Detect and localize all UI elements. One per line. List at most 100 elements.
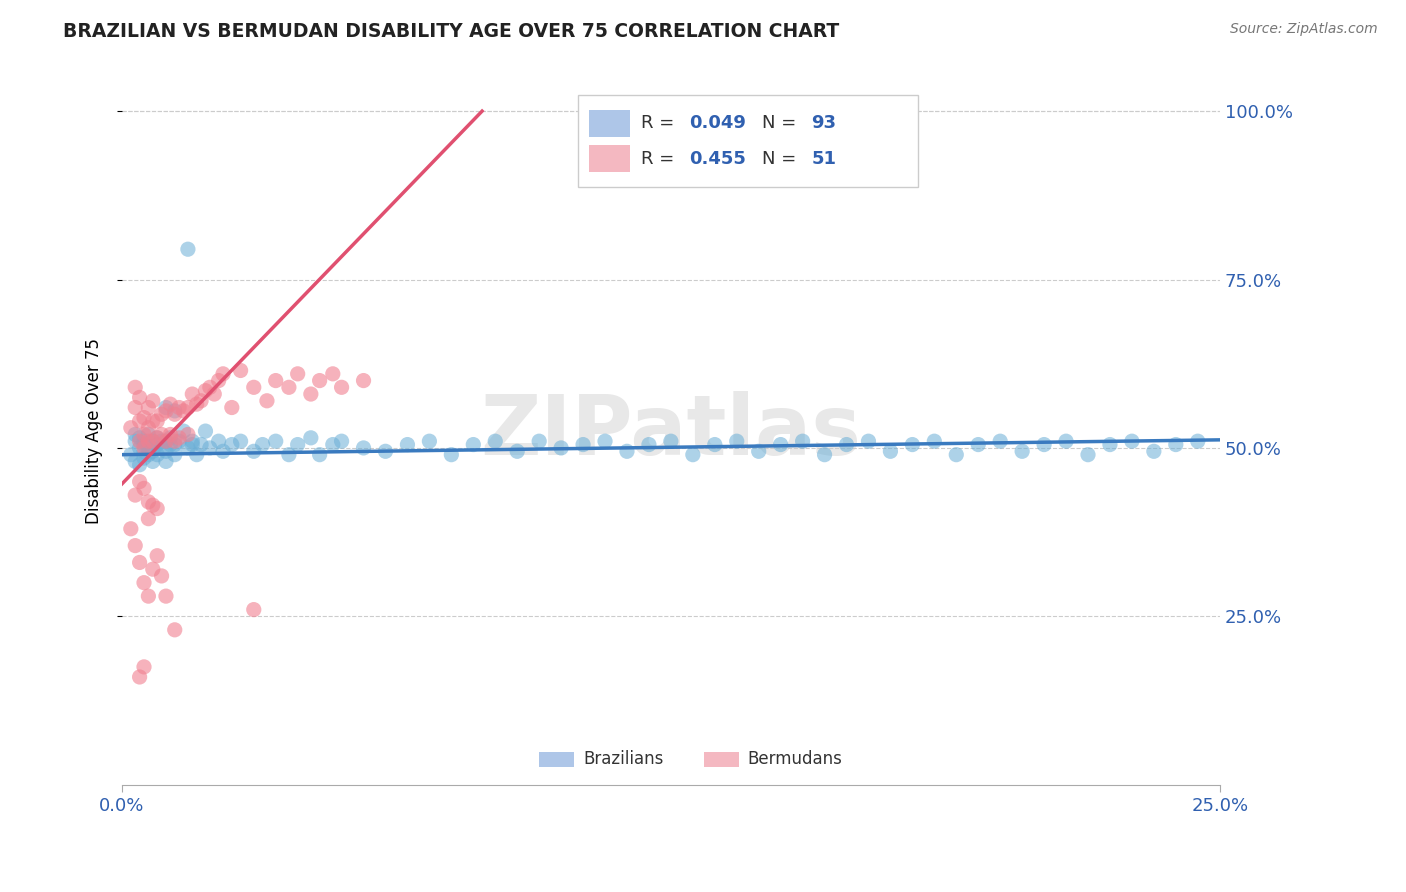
Point: [177, 401, 200, 415]
Point: [190, 437, 212, 451]
Point: [128, 556, 150, 570]
Point: [1077, 448, 1099, 462]
Point: [124, 434, 146, 449]
Point: [163, 404, 186, 418]
Point: [155, 589, 177, 603]
FancyBboxPatch shape: [589, 145, 630, 172]
Point: [792, 434, 814, 449]
Point: [1121, 434, 1143, 449]
Point: [221, 401, 243, 415]
Point: [256, 393, 278, 408]
Point: [1143, 444, 1166, 458]
Point: [138, 589, 160, 603]
Point: [150, 407, 173, 421]
Point: [155, 434, 177, 449]
Point: [277, 380, 299, 394]
Point: [484, 434, 506, 449]
Point: [181, 437, 204, 451]
Text: Bermudans: Bermudans: [748, 750, 842, 768]
Point: [198, 441, 221, 455]
Point: [287, 437, 309, 451]
Point: [748, 444, 770, 458]
Point: [616, 444, 638, 458]
Text: 51: 51: [811, 150, 837, 168]
Point: [506, 444, 529, 458]
Point: [967, 437, 990, 451]
Point: [418, 434, 440, 449]
Point: [150, 441, 173, 455]
Point: [440, 448, 463, 462]
Point: [163, 407, 186, 421]
Point: [181, 387, 204, 401]
FancyBboxPatch shape: [589, 110, 630, 136]
Point: [725, 434, 748, 449]
Point: [150, 569, 173, 583]
Point: [138, 511, 160, 525]
Point: [202, 387, 225, 401]
FancyBboxPatch shape: [704, 752, 740, 767]
Point: [769, 437, 792, 451]
Point: [322, 437, 344, 451]
Text: R =: R =: [641, 114, 681, 132]
Point: [593, 434, 616, 449]
Point: [374, 444, 396, 458]
Point: [150, 434, 173, 449]
Point: [155, 434, 177, 449]
Point: [813, 448, 835, 462]
Point: [146, 431, 169, 445]
Point: [128, 431, 150, 445]
Point: [330, 380, 353, 394]
Point: [1011, 444, 1033, 458]
Point: [190, 393, 212, 408]
Point: [124, 454, 146, 468]
Point: [194, 384, 217, 398]
Point: [173, 404, 195, 418]
Point: [159, 437, 181, 451]
Point: [146, 501, 169, 516]
Point: [1098, 437, 1121, 451]
Point: [308, 374, 330, 388]
Text: Source: ZipAtlas.com: Source: ZipAtlas.com: [1230, 22, 1378, 37]
Point: [194, 424, 217, 438]
Point: [901, 437, 924, 451]
Point: [353, 374, 375, 388]
Point: [287, 367, 309, 381]
Point: [155, 404, 177, 418]
Point: [124, 380, 146, 394]
Text: BRAZILIAN VS BERMUDAN DISABILITY AGE OVER 75 CORRELATION CHART: BRAZILIAN VS BERMUDAN DISABILITY AGE OVE…: [63, 22, 839, 41]
Text: R =: R =: [641, 150, 681, 168]
Point: [208, 434, 231, 449]
Point: [146, 437, 169, 451]
Point: [128, 670, 150, 684]
FancyBboxPatch shape: [538, 752, 574, 767]
Point: [163, 434, 186, 449]
Point: [879, 444, 901, 458]
Point: [132, 410, 155, 425]
Point: [988, 434, 1011, 449]
Text: 93: 93: [811, 114, 837, 132]
Point: [142, 414, 165, 428]
Point: [242, 444, 264, 458]
Point: [703, 437, 725, 451]
Point: [264, 374, 287, 388]
Text: 0.455: 0.455: [689, 150, 747, 168]
Point: [142, 454, 165, 468]
Text: N =: N =: [762, 114, 801, 132]
Point: [138, 495, 160, 509]
Point: [155, 454, 177, 468]
Point: [124, 401, 146, 415]
Point: [527, 434, 550, 449]
Point: [132, 441, 155, 455]
Point: [163, 437, 186, 451]
Text: N =: N =: [762, 150, 801, 168]
Point: [128, 391, 150, 405]
Point: [142, 434, 165, 449]
Point: [186, 448, 208, 462]
Point: [858, 434, 880, 449]
Point: [159, 397, 181, 411]
Point: [128, 434, 150, 449]
Point: [155, 444, 177, 458]
Point: [132, 481, 155, 495]
Point: [142, 562, 165, 576]
Point: [924, 434, 946, 449]
